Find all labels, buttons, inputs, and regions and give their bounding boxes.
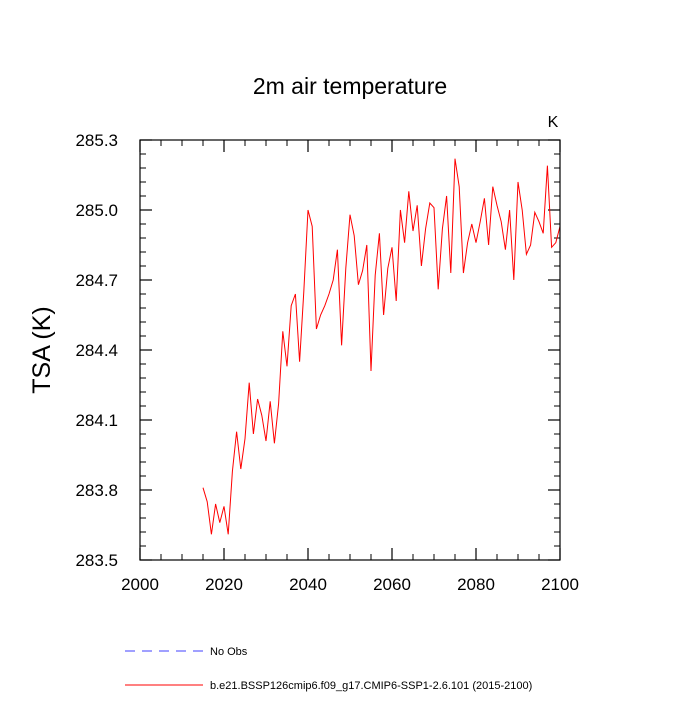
y-tick-label: 285.3 — [75, 131, 118, 150]
y-tick-label: 283.8 — [75, 481, 118, 500]
units-label: K — [548, 114, 559, 131]
x-tick-label: 2100 — [541, 575, 579, 594]
y-tick-label: 285.0 — [75, 201, 118, 220]
chart-title: 2m air temperature — [253, 73, 447, 99]
y-tick-label: 284.1 — [75, 411, 118, 430]
axis-tick-labels: 2000 2020 2040 2060 2080 2100 283.5 283.8 284.1 2… — [75, 131, 578, 594]
legend-label: b.e21.BSSP126cmip6.f09_g17.CMIP6-SSP1-2.… — [210, 680, 532, 692]
x-tick-label: 2060 — [373, 575, 411, 594]
x-tick-label: 2040 — [289, 575, 327, 594]
x-tick-label: 2020 — [205, 575, 243, 594]
y-tick-label: 283.5 — [75, 551, 118, 570]
x-tick-label: 2000 — [121, 575, 159, 594]
plot-frame — [139, 139, 561, 561]
y-axis-label: TSA (K) — [28, 306, 56, 394]
series-layer — [202, 158, 561, 535]
series-line — [202, 158, 561, 535]
legend: No Obs b.e21.BSSP126cmip6.f09_g17.CMIP6-S… — [125, 646, 532, 692]
axis-ticks — [139, 139, 561, 561]
legend-label: No Obs — [210, 646, 248, 658]
y-tick-label: 284.7 — [75, 271, 118, 290]
x-tick-label: 2080 — [457, 575, 495, 594]
y-tick-label: 284.4 — [75, 341, 118, 360]
